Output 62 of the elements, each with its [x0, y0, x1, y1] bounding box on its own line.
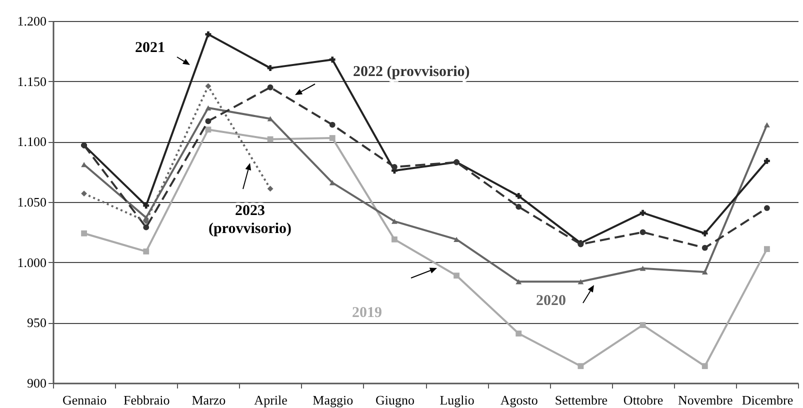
point	[205, 83, 212, 90]
x-tick-label: Maggio	[312, 392, 354, 408]
point	[205, 105, 212, 110]
point	[205, 126, 212, 133]
x-tick-label: Giugno	[375, 392, 414, 408]
point	[516, 193, 522, 199]
x-tick-label: Settembre	[554, 392, 608, 408]
point	[329, 122, 336, 128]
x-tick-label: Dicembre	[742, 392, 794, 408]
point	[578, 363, 584, 370]
point	[143, 224, 150, 230]
point	[640, 266, 646, 271]
y-tick-label: 1.150	[17, 74, 46, 89]
point	[516, 204, 522, 210]
x-tick-label: Gennaio	[62, 392, 107, 408]
point	[764, 122, 770, 128]
x-tick-label: Marzo	[192, 392, 226, 408]
x-tick-label: Novembre	[678, 392, 734, 408]
y-tick-label: 1.050	[17, 194, 46, 210]
y-tick-label: 1.100	[17, 134, 46, 150]
point	[329, 135, 336, 142]
x-tick-label: Luglio	[440, 392, 474, 408]
y-tick-label: 1.000	[17, 254, 46, 270]
series-label: 2020	[536, 293, 566, 309]
point	[143, 202, 150, 209]
text: 2021	[135, 40, 165, 56]
x-tick-label: Aprile	[254, 392, 288, 408]
point	[640, 229, 646, 236]
x-tick-label: Agosto	[500, 392, 538, 408]
y-tick-label: 950	[27, 315, 46, 330]
x-tick-label: Febbraio	[124, 392, 170, 408]
point	[143, 248, 150, 254]
point	[205, 31, 212, 38]
point	[267, 186, 274, 192]
point	[764, 205, 770, 211]
point	[454, 272, 460, 279]
point	[392, 236, 398, 242]
y-tick-label: 900	[27, 376, 46, 390]
point	[329, 56, 336, 63]
point	[640, 210, 646, 216]
point	[702, 244, 708, 251]
point	[702, 363, 708, 370]
x-tick-label: Ottobre	[623, 392, 664, 408]
point	[81, 230, 87, 236]
y-tick-label: 1.200	[17, 14, 46, 28]
series-label: 2023 (provvisorio)	[208, 203, 292, 237]
point	[205, 118, 212, 124]
text: 2019	[352, 305, 382, 321]
point	[392, 164, 398, 170]
point	[329, 180, 336, 186]
point	[640, 322, 646, 328]
point	[267, 84, 274, 90]
point	[702, 230, 708, 236]
point	[267, 65, 274, 72]
point	[392, 218, 398, 224]
point	[81, 190, 87, 197]
point	[516, 330, 522, 336]
point	[764, 246, 770, 252]
text: 2022 (provvisorio)	[353, 64, 470, 80]
point	[702, 269, 708, 275]
point	[578, 279, 584, 284]
point	[516, 279, 522, 284]
